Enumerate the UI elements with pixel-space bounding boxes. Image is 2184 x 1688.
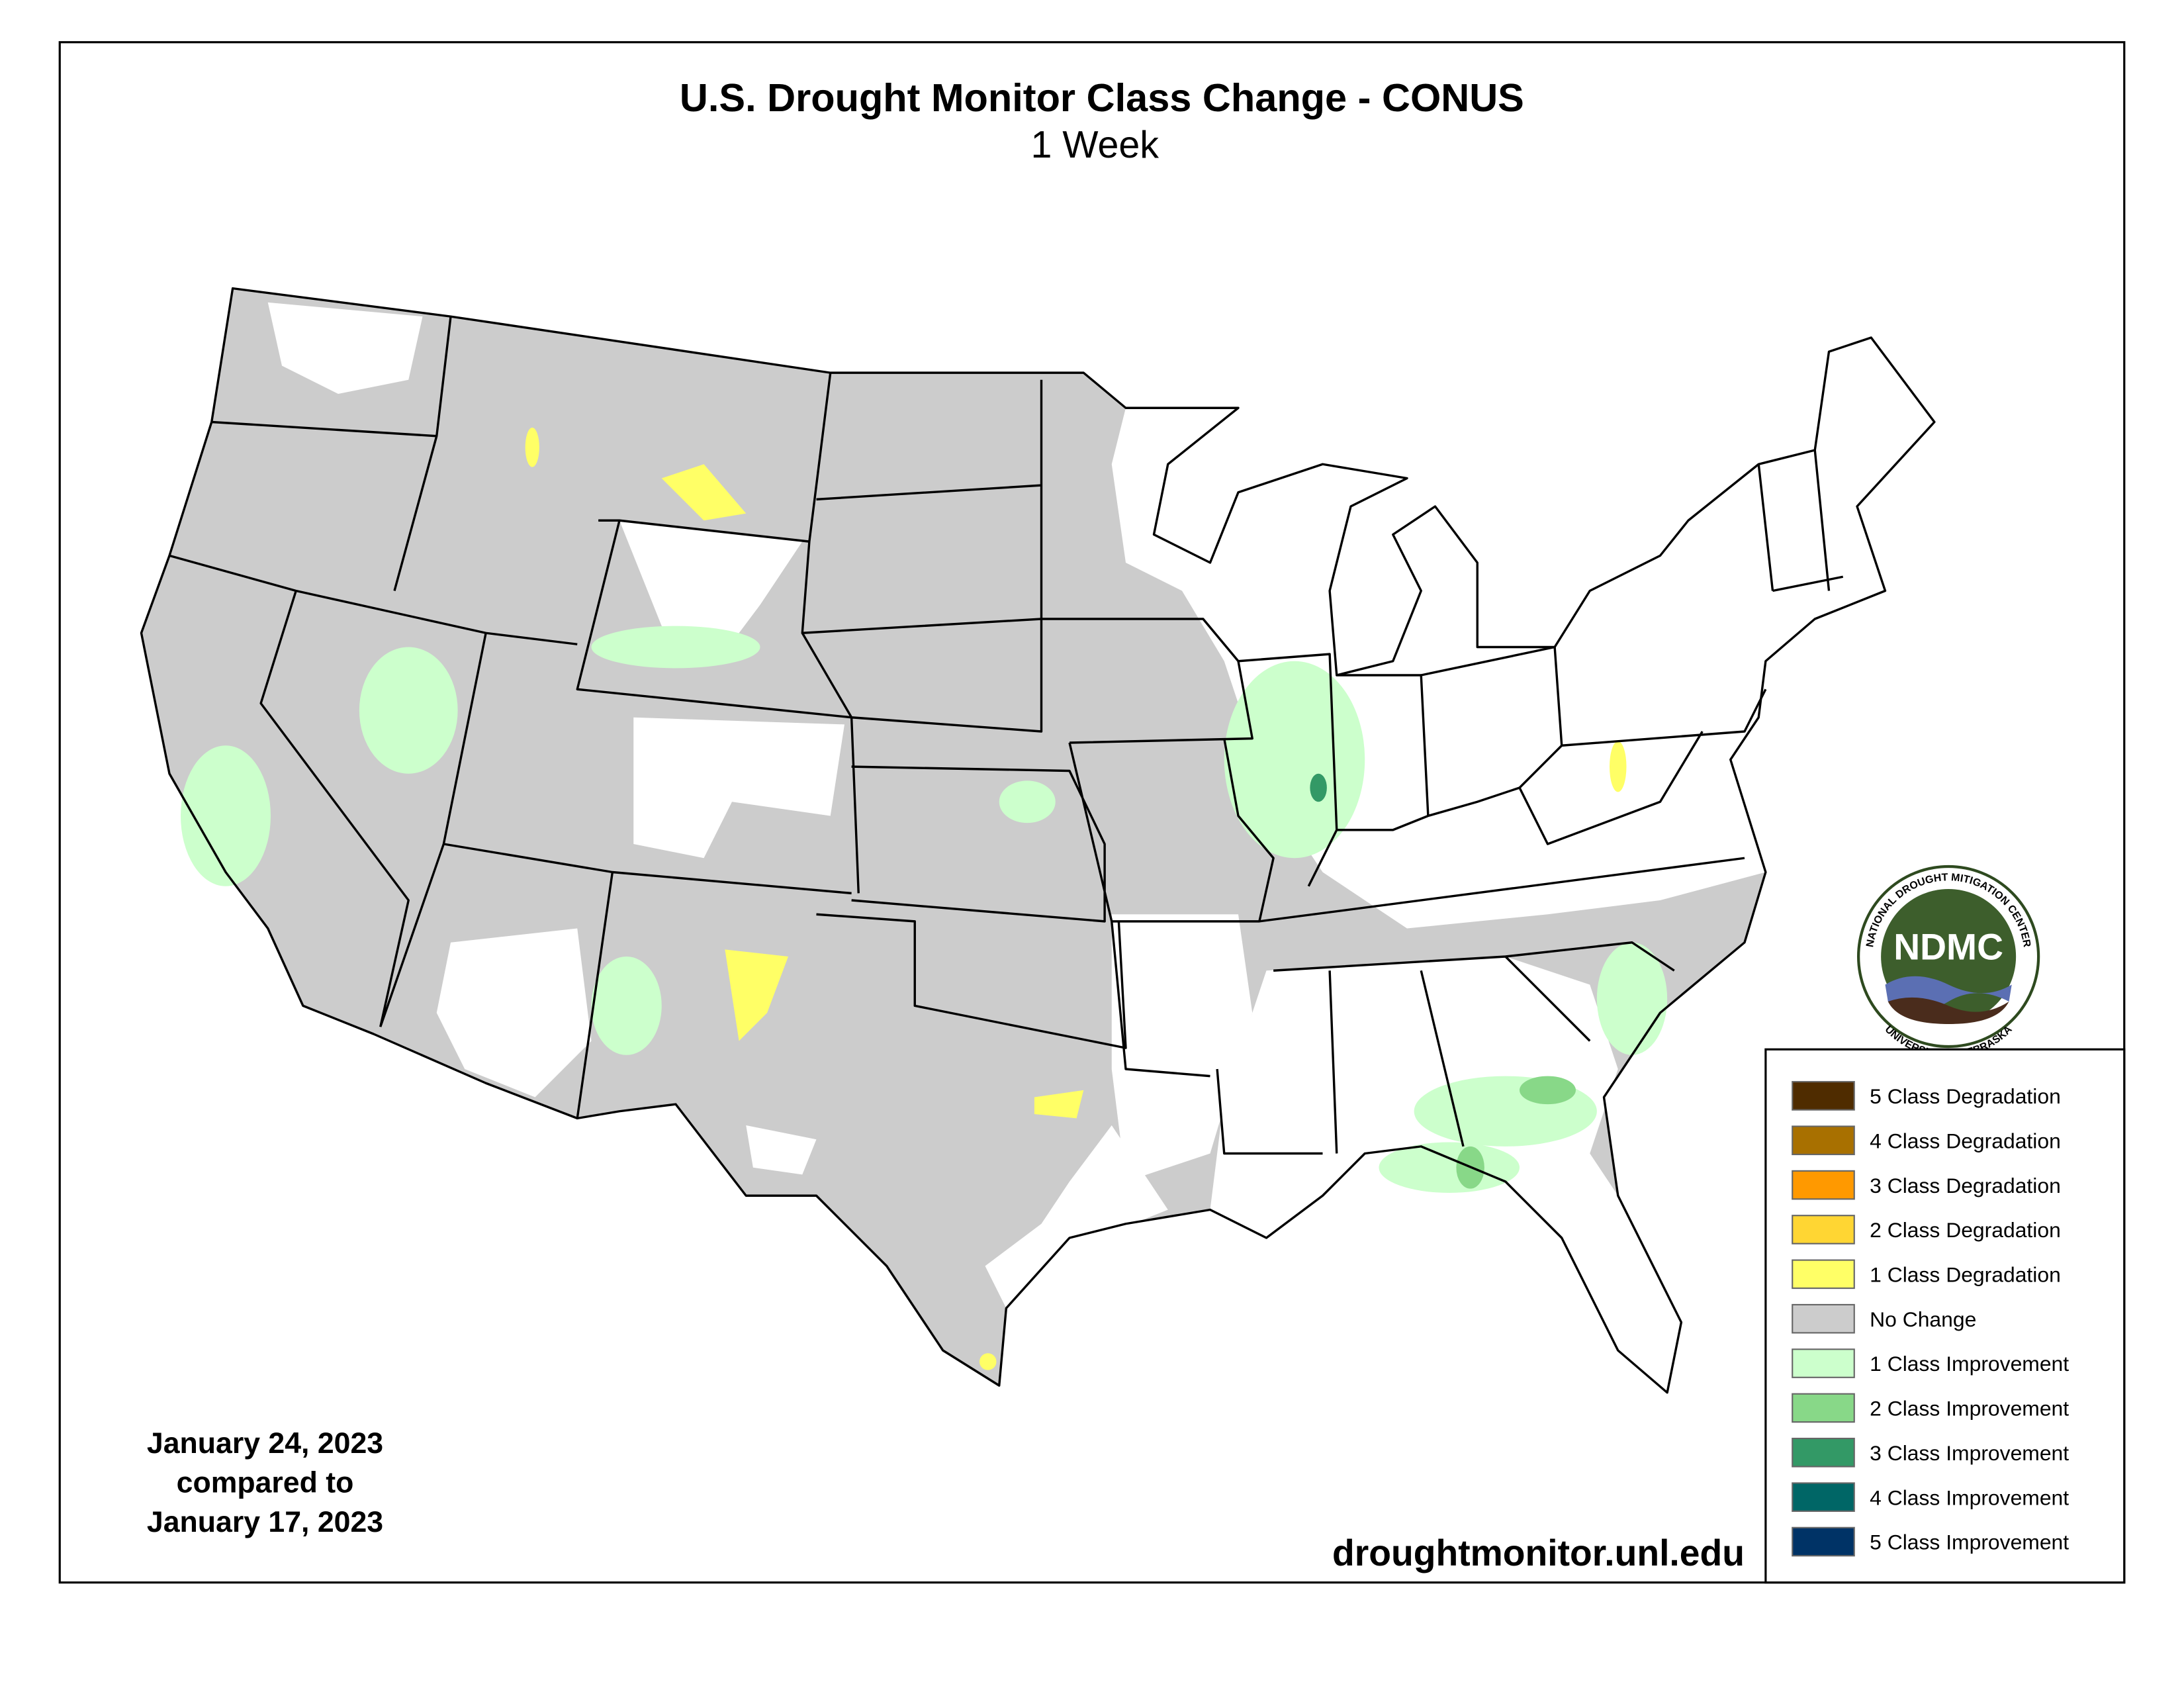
us-map (140, 287, 1936, 1394)
title: U.S. Drought Monitor Class Change - CONU… (680, 75, 1524, 120)
improvement-areas (181, 626, 1668, 1193)
legend-swatch (1792, 1437, 1855, 1468)
map-area (1034, 1090, 1084, 1119)
legend-label: 3 Class Degradation (1870, 1174, 2061, 1197)
legend-label: 1 Class Degradation (1870, 1263, 2061, 1287)
date-note: January 24, 2023 compared to January 17,… (147, 1427, 383, 1538)
legend-swatch (1792, 1303, 1855, 1334)
map-area (525, 428, 539, 467)
legend-swatch (1792, 1081, 1855, 1111)
legend-label: 4 Class Degradation (1870, 1129, 2061, 1152)
legend-label: 5 Class Improvement (1870, 1530, 2069, 1554)
logo-acronym: NDMC (1893, 926, 2003, 967)
legend-label: 2 Class Improvement (1870, 1397, 2069, 1421)
map-area (591, 626, 760, 669)
legend-label: 2 Class Degradation (1870, 1218, 2061, 1242)
map-area (1379, 1142, 1520, 1193)
legend-label: 5 Class Degradation (1870, 1084, 2061, 1108)
legend-swatch (1792, 1125, 1855, 1156)
map-area (999, 780, 1056, 823)
date-line: January 17, 2023 (147, 1506, 383, 1538)
map-area (1224, 661, 1365, 859)
legend-swatch (1792, 1393, 1855, 1423)
legend-swatch (1792, 1526, 1855, 1557)
subtitle: 1 Week (1031, 124, 1160, 166)
date-line: January 24, 2023 (147, 1427, 383, 1460)
ndmc-logo: NDMC NATIONAL DROUGHT MITIGATION CENTER … (1857, 865, 2040, 1060)
legend-swatch (1792, 1259, 1855, 1289)
map-area (181, 745, 271, 886)
map-area (359, 647, 458, 774)
legend-label: 1 Class Improvement (1870, 1352, 2069, 1376)
degradation-areas (525, 428, 1627, 1370)
legend-label: 3 Class Improvement (1870, 1441, 2069, 1465)
legend-swatch (1792, 1348, 1855, 1378)
legend-swatch (1792, 1215, 1855, 1244)
date-line: compared to (177, 1467, 354, 1499)
map-area (661, 464, 747, 521)
source-url: droughtmonitor.unl.edu (1332, 1532, 1745, 1573)
legend-label: No Change (1870, 1307, 1976, 1331)
map-area (979, 1353, 997, 1370)
map-area (1610, 741, 1627, 792)
legend: 5 Class Degradation 4 Class Degradation 3 … (1764, 1048, 2126, 1584)
map-area (725, 949, 788, 1041)
legend-swatch (1792, 1170, 1855, 1200)
legend-swatch (1792, 1482, 1855, 1512)
map-area (1310, 773, 1327, 802)
map-area (1520, 1076, 1576, 1105)
legend-label: 4 Class Improvement (1870, 1485, 2069, 1509)
logo-earth (1888, 997, 2009, 1024)
map-area (591, 957, 662, 1055)
state-borders (140, 287, 1936, 1394)
